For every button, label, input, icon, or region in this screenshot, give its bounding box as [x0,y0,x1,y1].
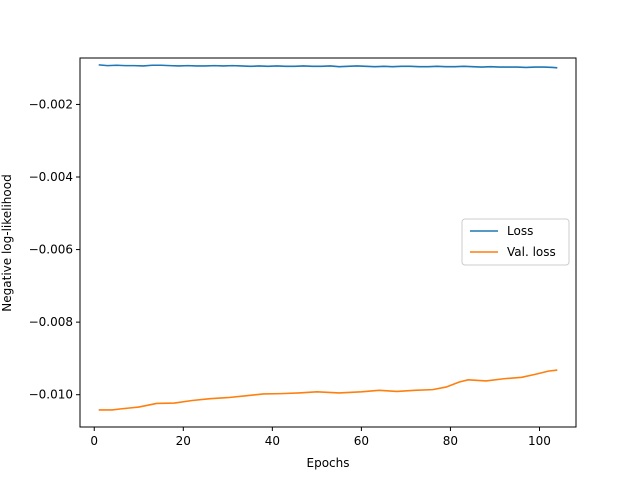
y-tick-label: −0.002 [29,97,73,111]
legend: Loss Val. loss [461,218,570,266]
axes-frame [79,57,577,428]
axes-ticks: 0 20 40 60 80 100 −0.002 −0.004 −0.006 −0.008 −0.0… [29,97,551,448]
plot-area [79,57,577,428]
series-line-1 [98,369,558,411]
y-tick-label: −0.004 [29,170,73,184]
x-tick-label: 60 [354,434,369,448]
legend-label-1: Val. loss [507,245,556,259]
x-tick-label: 100 [528,434,551,448]
x-tick-label: 20 [176,434,191,448]
x-tick-label: 40 [265,434,280,448]
x-tick-label: 80 [443,434,458,448]
y-tick-label: −0.010 [29,388,73,402]
x-tick-label: 0 [90,434,98,448]
y-axis-label: Negative log-likelihood [0,174,14,311]
y-tick-label: −0.008 [29,315,73,329]
legend-label-0: Loss [507,224,533,238]
series-line-0 [98,64,558,69]
x-axis-label: Epochs [307,456,350,470]
y-tick-label: −0.006 [29,243,73,257]
